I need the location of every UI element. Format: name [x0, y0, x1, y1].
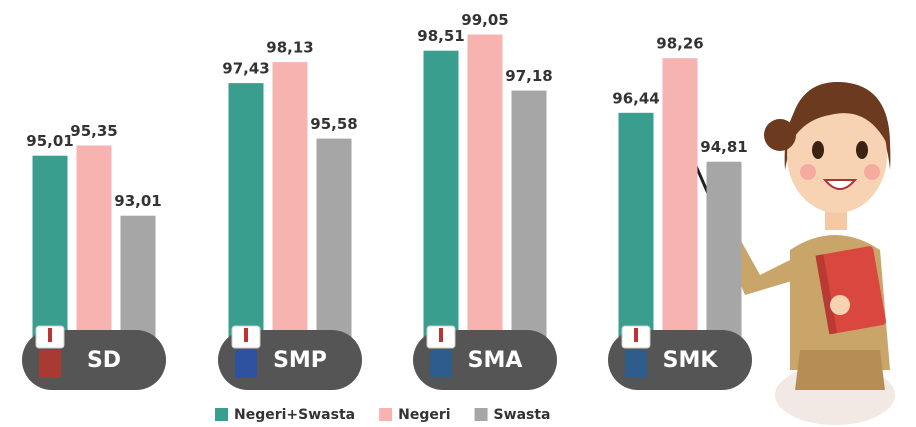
bar — [33, 156, 68, 340]
bar — [273, 62, 308, 340]
category-label: SMK — [663, 348, 719, 373]
pants-icon — [39, 350, 61, 378]
legend-swatch — [379, 408, 392, 421]
category-label: SMP — [273, 348, 327, 373]
bar — [317, 139, 352, 340]
chart: 95,0195,35 93,01 SD 97,43 98,13 95,58 SMP 98,51… — [0, 0, 916, 427]
value-label: 95,58 — [310, 115, 357, 133]
value-label: 98,26 — [656, 35, 703, 53]
value-label: 97,18 — [505, 67, 552, 85]
value-label: 98,13 — [266, 39, 313, 57]
bar — [663, 58, 698, 340]
tie-icon — [48, 328, 52, 342]
category-label: SD — [87, 348, 121, 373]
tie-icon — [439, 328, 443, 342]
legend-label: Negeri — [398, 407, 450, 423]
bar — [512, 91, 547, 340]
tie-icon — [634, 328, 638, 342]
bar — [468, 35, 503, 341]
value-label: 95,01 — [26, 132, 73, 150]
pants-icon — [235, 350, 257, 378]
legend-label: Swasta — [494, 407, 551, 423]
pants-icon — [430, 350, 452, 378]
value-label: 94,81 — [700, 138, 747, 156]
value-label: 98,51 — [417, 27, 464, 45]
legend-swatch — [475, 408, 488, 421]
bar — [707, 162, 742, 340]
tie-icon — [244, 328, 248, 342]
legend-label: Negeri+Swasta — [234, 407, 355, 423]
value-label: 96,44 — [612, 89, 659, 107]
value-label: 97,43 — [222, 60, 269, 78]
value-label: 99,05 — [461, 11, 508, 29]
value-label: 93,01 — [114, 192, 161, 210]
bar — [424, 51, 459, 340]
bar — [121, 216, 156, 340]
pants-icon — [625, 350, 647, 378]
bar — [77, 146, 112, 341]
legend-swatch — [215, 408, 228, 421]
value-label: 95,35 — [70, 122, 117, 140]
category-label: SMA — [468, 348, 523, 373]
bar — [619, 113, 654, 340]
bar — [229, 83, 264, 340]
